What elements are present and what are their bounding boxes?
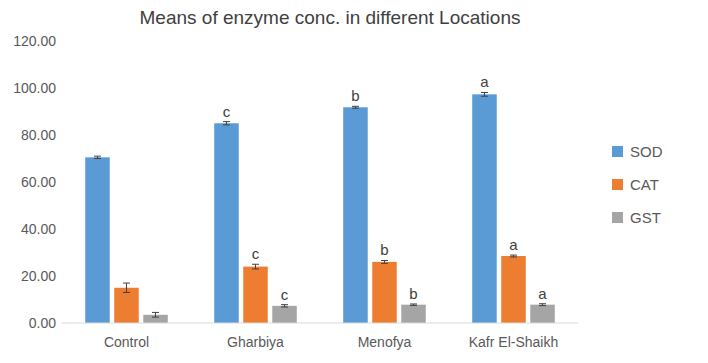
error-cap [410,303,417,304]
tick [59,229,62,230]
labels: c c c b b b a a a [223,73,548,302]
bar [501,256,526,323]
error-cap [94,156,101,157]
bar [272,306,297,323]
bar [530,305,555,323]
error-bar [539,304,546,306]
error-stem [126,283,127,292]
tick-label: 60.00 [21,174,56,190]
error-bar [94,156,101,158]
annotation: a [480,73,489,90]
annotation: b [409,285,417,302]
tick-label: 40.00 [21,221,56,237]
error-bar [410,304,417,305]
legend-label: CAT [630,176,659,193]
error-cap [539,303,546,304]
tick [59,135,62,136]
legend: SOD CAT GST [612,143,663,226]
bar [114,288,139,323]
error-cap [123,283,130,284]
bar [472,94,497,323]
error-bar [223,122,230,125]
bars [85,92,555,323]
tick [59,323,62,324]
tick [59,276,62,277]
title: Means of enzyme conc. in different Locat… [140,7,521,28]
error-cap [94,158,101,159]
bar [214,123,239,323]
legend-label: GST [630,209,661,226]
annotation: b [380,241,388,258]
bar [243,267,268,323]
category-label: Kafr El-Shaikh [469,334,558,350]
error-cap [510,255,517,256]
category-label: Menofya [358,334,412,350]
error-stem [484,92,485,96]
bar [401,305,426,323]
error-cap [281,307,288,308]
tick [59,41,62,42]
error-cap [481,96,488,97]
legend-swatch [612,146,623,157]
error-cap [352,108,359,109]
annotation: c [223,103,231,120]
annotation: c [281,286,289,303]
tick-label: 80.00 [21,127,56,143]
error-cap [481,92,488,93]
error-cap [281,304,288,305]
error-cap [223,121,230,122]
error-bar [252,264,259,269]
category-label: Gharbiya [227,334,284,350]
tick-label: 100.00 [13,80,56,96]
error-bar [281,305,288,307]
error-cap [252,268,259,269]
error-cap [510,256,517,257]
category-label: Control [104,334,149,350]
tick [59,88,62,89]
tick [59,182,62,183]
bar [372,262,397,323]
tick-label: 0.00 [29,315,56,331]
legend-swatch [612,212,623,223]
error-bar [352,106,359,108]
error-stem [155,312,156,317]
error-cap [152,317,159,318]
error-cap [352,106,359,107]
tick-label: 20.00 [21,268,56,284]
annotation: a [509,236,518,253]
error-cap [410,305,417,306]
error-cap [539,305,546,306]
error-cap [223,124,230,125]
error-cap [381,263,388,264]
error-bar [510,255,517,257]
annotation: c [252,245,260,262]
tick-label: 120.00 [13,33,56,49]
error-stem [255,264,256,269]
error-bar [152,312,159,317]
bar [343,107,368,323]
error-bar [123,283,130,292]
annotation: b [351,87,359,104]
bar [85,157,110,323]
annotation: a [538,285,547,302]
error-cap [381,260,388,261]
error-cap [252,264,259,265]
chart: Means of enzyme conc. in different Locat… [0,0,708,363]
error-cap [123,292,130,293]
x-axis [62,323,578,324]
error-bar [381,260,388,263]
legend-swatch [612,179,623,190]
error-bar [481,92,488,96]
legend-label: SOD [630,143,663,160]
error-cap [152,312,159,313]
